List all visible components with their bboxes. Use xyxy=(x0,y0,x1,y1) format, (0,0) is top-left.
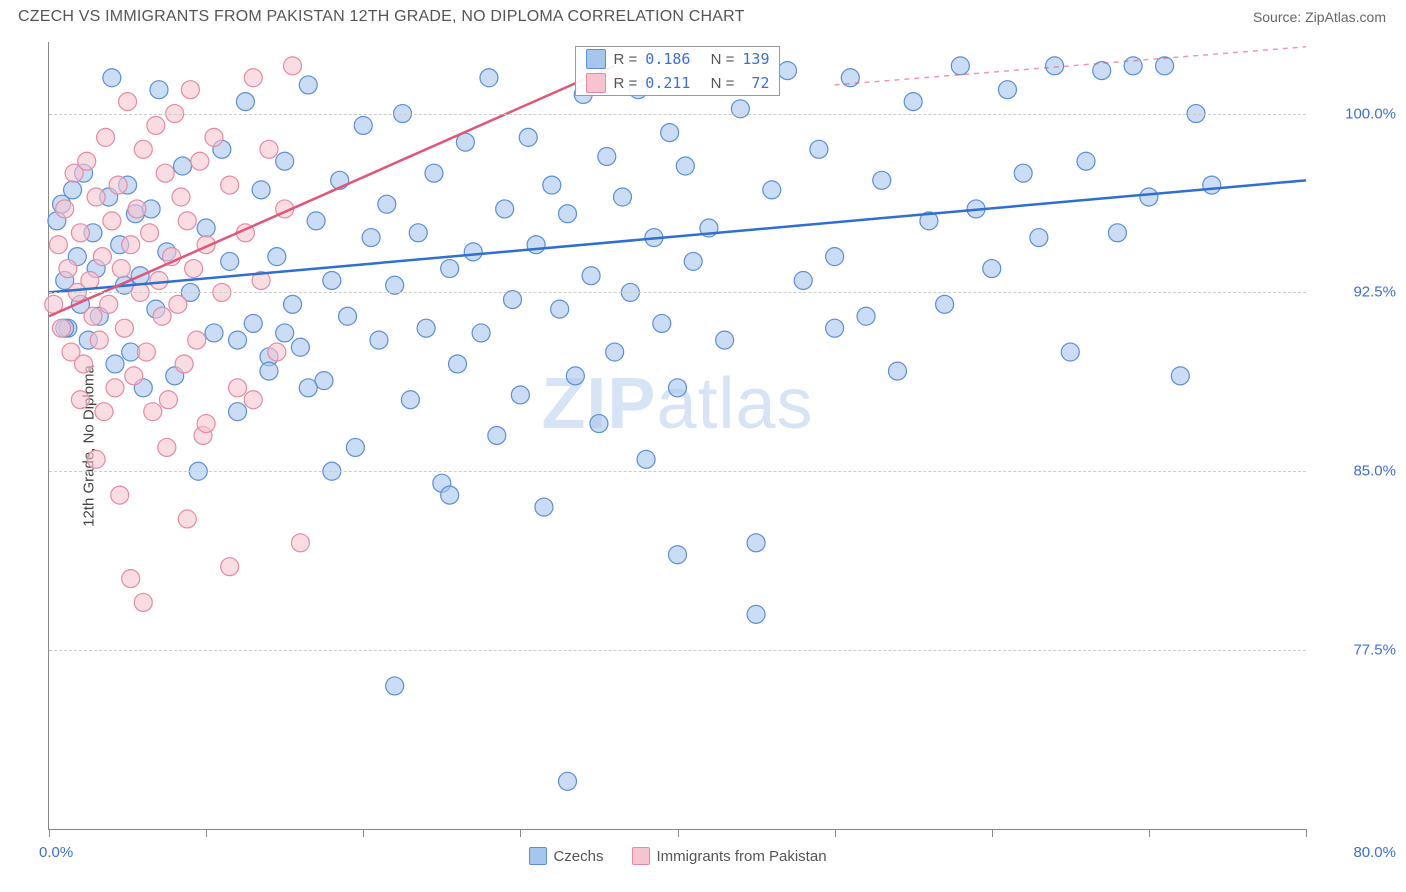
swatch-icon xyxy=(528,847,546,865)
series-legend: Czechs Immigrants from Pakistan xyxy=(528,847,826,865)
n-value: 72 xyxy=(742,74,769,92)
correlation-row-pakistan: R = 0.211 N = 72 xyxy=(576,71,780,95)
legend-item-pakistan: Immigrants from Pakistan xyxy=(631,847,826,865)
x-tick xyxy=(49,829,50,837)
x-tick xyxy=(835,829,836,837)
legend-label: Immigrants from Pakistan xyxy=(656,848,826,865)
n-label: N = xyxy=(711,75,735,92)
scatter-svg xyxy=(49,42,1306,829)
chart-title: CZECH VS IMMIGRANTS FROM PAKISTAN 12TH G… xyxy=(18,8,745,26)
correlation-row-czech: R = 0.186 N = 139 xyxy=(576,47,780,71)
gridline xyxy=(49,471,1306,472)
x-tick xyxy=(1306,829,1307,837)
correlation-legend: R = 0.186 N = 139 R = 0.211 N = 72 xyxy=(575,46,781,96)
gridline xyxy=(49,292,1306,293)
x-tick xyxy=(992,829,993,837)
x-tick xyxy=(363,829,364,837)
r-label: R = xyxy=(614,75,638,92)
swatch-icon xyxy=(631,847,649,865)
r-value: 0.186 xyxy=(645,50,690,68)
x-tick xyxy=(520,829,521,837)
swatch-icon xyxy=(586,73,606,93)
r-label: R = xyxy=(614,51,638,68)
x-axis-min-label: 0.0% xyxy=(39,844,73,861)
chart-plot-area: ZIPatlas R = 0.186 N = 139 R = 0.211 N =… xyxy=(48,42,1306,830)
x-tick xyxy=(206,829,207,837)
swatch-icon xyxy=(586,49,606,69)
n-label: N = xyxy=(711,51,735,68)
x-axis-max-label: 80.0% xyxy=(1353,844,1396,861)
gridline xyxy=(49,114,1306,115)
y-tick-label: 85.0% xyxy=(1353,463,1396,480)
n-value: 139 xyxy=(742,50,769,68)
y-tick-label: 77.5% xyxy=(1353,642,1396,659)
r-value: 0.211 xyxy=(645,74,690,92)
legend-label: Czechs xyxy=(553,848,603,865)
y-tick-label: 100.0% xyxy=(1345,105,1396,122)
source-label: Source: ZipAtlas.com xyxy=(1253,9,1386,25)
x-tick xyxy=(1149,829,1150,837)
y-tick-label: 92.5% xyxy=(1353,284,1396,301)
gridline xyxy=(49,650,1306,651)
x-tick xyxy=(678,829,679,837)
legend-item-czech: Czechs xyxy=(528,847,603,865)
